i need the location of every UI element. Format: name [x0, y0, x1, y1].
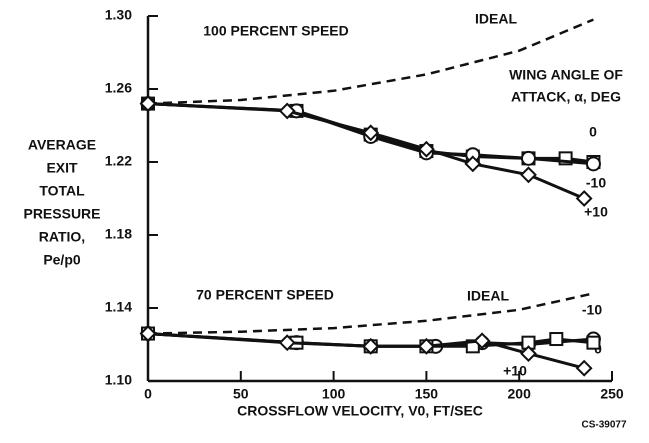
series-label: -10 [582, 302, 602, 318]
diamond-marker [464, 155, 482, 173]
y-tick-label: 1.10 [105, 372, 132, 388]
series-label: +10 [584, 204, 608, 220]
y-axis-label: PRESSURE [23, 206, 100, 222]
square-marker [549, 332, 564, 347]
series-label: IDEAL [475, 11, 517, 27]
diamond-marker [278, 334, 296, 352]
diamond-marker [139, 325, 157, 342]
series-line [147, 102, 585, 200]
diamond-marker [473, 332, 491, 350]
diamond-marker [362, 124, 380, 142]
y-tick-label: 1.30 [105, 7, 132, 23]
square-marker [586, 335, 601, 350]
x-tick-label: 250 [600, 386, 624, 402]
x-tick-label: 150 [415, 386, 439, 402]
ideal-line [147, 18, 594, 105]
y-tick-label: 1.18 [105, 226, 132, 242]
x-axis-label: CROSSFLOW VELOCITY, V0, FT/SEC [237, 403, 483, 419]
diamond-marker [520, 345, 537, 363]
diamond-marker [417, 337, 435, 355]
circle-marker [520, 150, 536, 166]
x-tick-label: 50 [233, 386, 249, 402]
series-label: 0 [589, 124, 597, 140]
diamond-marker [417, 140, 435, 158]
circle-marker [585, 156, 601, 172]
y-axis-label: Pe/p0 [43, 252, 81, 268]
diamond-marker [520, 166, 537, 184]
figure-code: CS-39077 [581, 420, 626, 431]
legend-title: ATTACK, α, DEG [511, 89, 621, 105]
ideal-line [147, 292, 594, 335]
legend-title: WING ANGLE OF [509, 67, 623, 83]
diamond-marker [575, 359, 593, 377]
y-axis-label: AVERAGE [28, 137, 96, 153]
x-tick-label: 0 [144, 386, 152, 402]
diamond-marker [575, 190, 593, 207]
y-tick-label: 1.26 [105, 80, 132, 96]
series-label: -10 [586, 175, 606, 191]
series-label: IDEAL [467, 288, 509, 304]
group-label: 100 PERCENT SPEED [203, 23, 349, 39]
y-axis-label: TOTAL [39, 183, 85, 199]
diamond-marker [278, 102, 296, 120]
y-axis-label: RATIO, [39, 229, 85, 245]
diamond-marker [139, 95, 157, 113]
diamond-marker [362, 337, 380, 355]
group-label: 70 PERCENT SPEED [196, 287, 334, 303]
x-tick-label: 200 [508, 386, 532, 402]
x-tick-label: 100 [322, 386, 346, 402]
y-tick-label: 1.22 [105, 153, 132, 169]
y-axis-label: EXIT [46, 160, 78, 176]
y-tick-label: 1.14 [105, 299, 132, 315]
series-label: +10 [503, 363, 527, 379]
